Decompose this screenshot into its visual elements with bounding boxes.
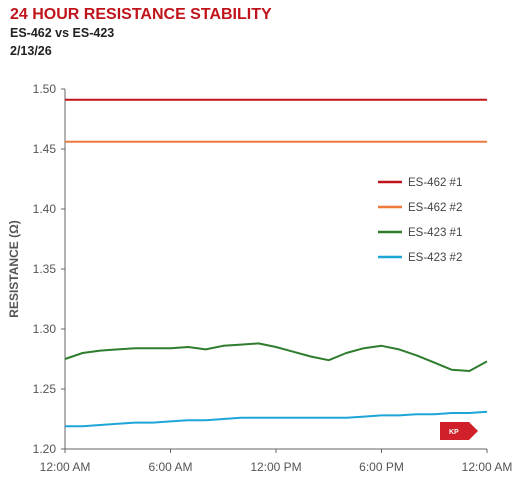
y-tick-label: 1.35 — [33, 262, 57, 276]
x-tick-label: 12:00 PM — [250, 460, 301, 474]
chart-date: 2/13/26 — [10, 44, 52, 58]
kp-badge-text: KP — [449, 429, 459, 436]
kp-badge-shape — [440, 422, 478, 440]
series-line — [65, 410, 488, 428]
y-tick-label: 1.25 — [33, 382, 57, 396]
y-tick-label: 1.50 — [33, 82, 57, 96]
series-line — [64, 342, 488, 372]
legend-label: ES-462 #2 — [408, 202, 462, 214]
y-tick-label: 1.45 — [33, 142, 57, 156]
legend-label: ES-462 #1 — [408, 177, 462, 189]
legend-label: ES-423 #1 — [408, 227, 462, 239]
y-tick-label: 1.40 — [33, 202, 57, 216]
x-tick-label: 6:00 PM — [359, 460, 404, 474]
legend-label: ES-423 #2 — [408, 252, 462, 264]
y-axis-label: RESISTANCE (Ω) — [7, 220, 21, 317]
x-tick-label: 6:00 AM — [148, 460, 192, 474]
y-tick-label: 1.20 — [33, 442, 57, 456]
chart-subtitle: ES-462 vs ES-423 — [10, 26, 115, 40]
chart-title: 24 HOUR RESISTANCE STABILITY — [10, 6, 272, 23]
x-tick-label: 12:00 AM — [40, 460, 91, 474]
y-tick-label: 1.30 — [33, 322, 57, 336]
x-tick-label: 12:00 AM — [462, 460, 513, 474]
